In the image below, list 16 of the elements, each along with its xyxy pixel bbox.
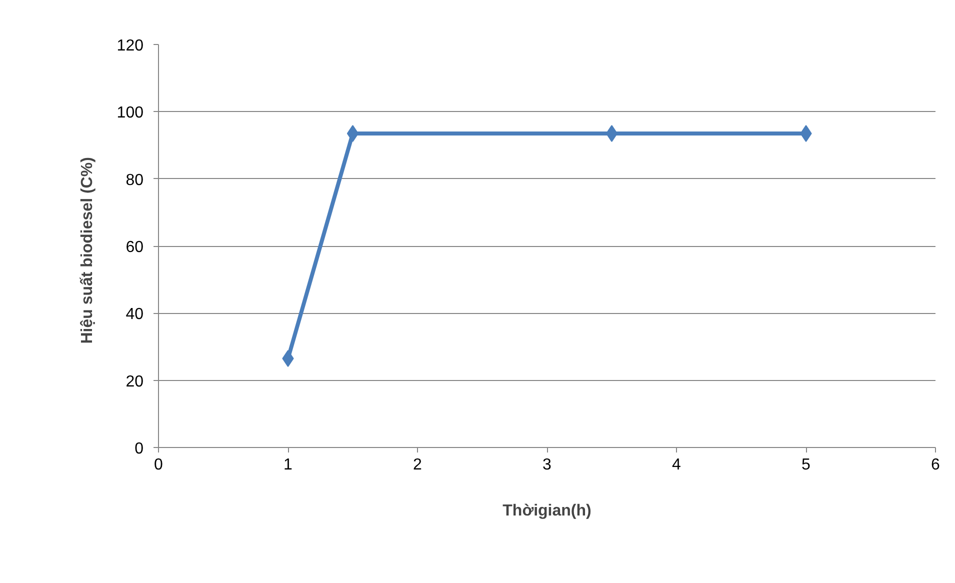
x-tick-label: 1 <box>284 456 293 474</box>
y-tick-label: 0 <box>134 440 144 458</box>
y-tick-label: 80 <box>126 172 144 189</box>
x-tick-label: 0 <box>154 456 164 474</box>
x-tick-label: 5 <box>802 456 811 474</box>
x-tick-label: 3 <box>542 456 552 474</box>
x-tick-label: 6 <box>931 456 940 474</box>
x-tick-label: 4 <box>672 456 682 474</box>
x-axis-title: Thờigian(h) <box>502 502 592 520</box>
y-tick-label: 40 <box>126 306 144 324</box>
y-axis-title: Hiệu suất biodiesel (C%) <box>78 157 96 344</box>
x-tick-label: 2 <box>413 456 422 474</box>
y-tick-label: 20 <box>126 373 144 390</box>
y-tick-label: 60 <box>126 239 144 256</box>
y-tick-label: 120 <box>116 38 144 54</box>
y-tick-label: 100 <box>116 104 144 122</box>
